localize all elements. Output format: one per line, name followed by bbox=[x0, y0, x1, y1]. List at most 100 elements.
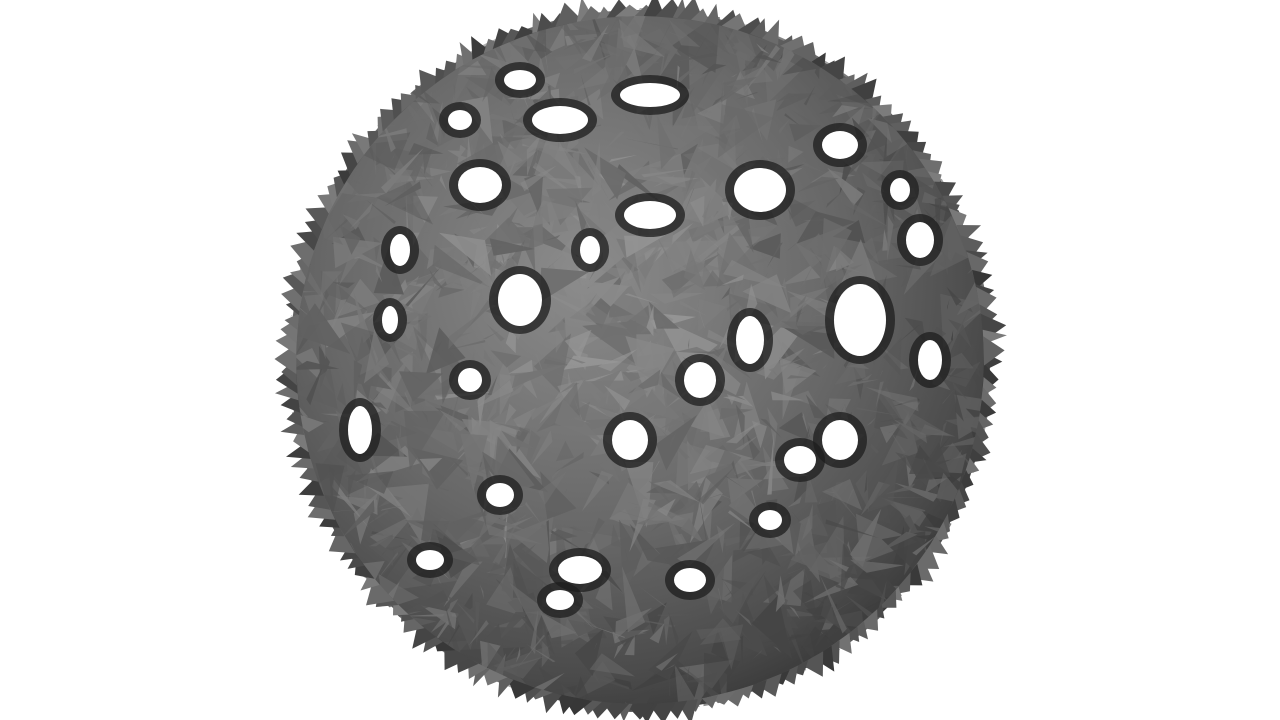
edge-spike bbox=[777, 665, 799, 685]
mesh-facet bbox=[558, 382, 580, 394]
mesh-facet bbox=[446, 598, 459, 619]
mesh-facet bbox=[648, 480, 676, 510]
mesh-facet bbox=[734, 148, 749, 161]
mesh-facet bbox=[788, 145, 804, 163]
mesh-facet bbox=[721, 76, 758, 103]
mesh-facet bbox=[555, 440, 574, 462]
mesh-facet bbox=[801, 425, 810, 448]
mesh-facet bbox=[525, 204, 548, 218]
mesh-facet bbox=[951, 330, 954, 343]
mesh-facet bbox=[763, 294, 814, 341]
mesh-facet bbox=[803, 86, 816, 106]
mesh-facet bbox=[904, 317, 926, 344]
mesh-facet bbox=[657, 115, 676, 170]
mesh-facet bbox=[929, 211, 978, 277]
mesh-facet bbox=[862, 172, 889, 194]
mesh-facet bbox=[733, 456, 770, 476]
mesh-facet bbox=[720, 624, 744, 670]
mesh-facet bbox=[846, 151, 869, 177]
mesh-facet bbox=[547, 24, 565, 54]
mesh-facet bbox=[509, 582, 544, 632]
mesh-facet bbox=[425, 327, 466, 375]
edge-spike bbox=[811, 52, 826, 70]
mesh-facet bbox=[832, 105, 859, 118]
mesh-facet bbox=[475, 601, 480, 646]
edge-spike bbox=[706, 690, 737, 705]
mesh-facet bbox=[787, 221, 823, 251]
mesh-facet bbox=[882, 229, 889, 251]
mesh-facet bbox=[536, 382, 581, 433]
edge-spike bbox=[557, 694, 577, 715]
edge-spike bbox=[330, 524, 345, 537]
mesh-facet bbox=[671, 283, 697, 298]
mesh-facet bbox=[669, 662, 671, 696]
mesh-facet bbox=[468, 620, 489, 646]
mesh-facet bbox=[939, 421, 947, 449]
edge-spike bbox=[293, 424, 309, 453]
mesh-facet bbox=[490, 358, 511, 397]
mesh-facet bbox=[344, 471, 394, 494]
mesh-facet bbox=[818, 64, 854, 101]
mesh-facet bbox=[641, 168, 693, 178]
mesh-facet bbox=[325, 299, 347, 344]
edge-spike bbox=[284, 313, 300, 330]
mesh-facet bbox=[955, 390, 964, 422]
mesh-facet bbox=[580, 110, 602, 134]
lattice-hole bbox=[822, 131, 858, 159]
edge-spike bbox=[791, 42, 818, 66]
mesh-facet bbox=[850, 465, 856, 467]
mesh-facet bbox=[342, 214, 361, 230]
mesh-facet bbox=[698, 490, 710, 555]
mesh-facet bbox=[377, 157, 398, 176]
mesh-facet bbox=[483, 349, 496, 367]
mesh-facet bbox=[648, 301, 680, 329]
mesh-facet bbox=[637, 248, 663, 280]
mesh-facet bbox=[781, 265, 821, 286]
edge-spike bbox=[296, 230, 322, 251]
lattice-hole bbox=[834, 284, 886, 356]
mesh-facet bbox=[296, 368, 338, 409]
mesh-facet bbox=[572, 150, 580, 172]
mesh-facet bbox=[596, 131, 625, 158]
mesh-facet bbox=[685, 170, 696, 196]
mesh-facet bbox=[702, 198, 711, 219]
mesh-facet bbox=[486, 513, 530, 533]
mesh-facet bbox=[555, 312, 570, 354]
mesh-facet bbox=[794, 310, 807, 318]
lattice-hole bbox=[498, 274, 542, 326]
mesh-facet bbox=[511, 364, 568, 389]
mesh-facet bbox=[566, 349, 575, 352]
mesh-facet bbox=[840, 194, 890, 228]
mesh-facet bbox=[486, 558, 491, 560]
mesh-facet bbox=[686, 58, 730, 113]
mesh-facet bbox=[734, 608, 752, 627]
mesh-facet bbox=[409, 90, 433, 123]
mesh-facet bbox=[399, 420, 401, 438]
mesh-facet bbox=[801, 161, 827, 174]
mesh-facet bbox=[629, 498, 656, 553]
mesh-facet bbox=[404, 565, 406, 576]
lattice-holes bbox=[339, 62, 951, 618]
mesh-facet bbox=[646, 305, 654, 337]
mesh-facet bbox=[690, 195, 705, 227]
mesh-facet bbox=[403, 410, 446, 471]
mesh-facet bbox=[817, 495, 823, 506]
mesh-facet bbox=[490, 350, 522, 368]
mesh-facet bbox=[756, 348, 805, 380]
mesh-facet bbox=[693, 261, 723, 273]
mesh-facet bbox=[616, 322, 619, 323]
mesh-facet bbox=[762, 615, 767, 617]
mesh-facet bbox=[539, 267, 590, 303]
mesh-facet bbox=[790, 287, 830, 318]
mesh-facet bbox=[788, 633, 815, 641]
mesh-facet bbox=[835, 246, 855, 272]
mesh-facet bbox=[862, 204, 877, 237]
mesh-facet bbox=[594, 642, 597, 651]
lattice-hole bbox=[458, 167, 502, 203]
mesh-facet bbox=[906, 378, 916, 396]
mesh-facet bbox=[859, 373, 873, 381]
mesh-facet bbox=[787, 511, 801, 560]
mesh-facet bbox=[559, 627, 561, 636]
mesh-facet bbox=[697, 98, 727, 124]
